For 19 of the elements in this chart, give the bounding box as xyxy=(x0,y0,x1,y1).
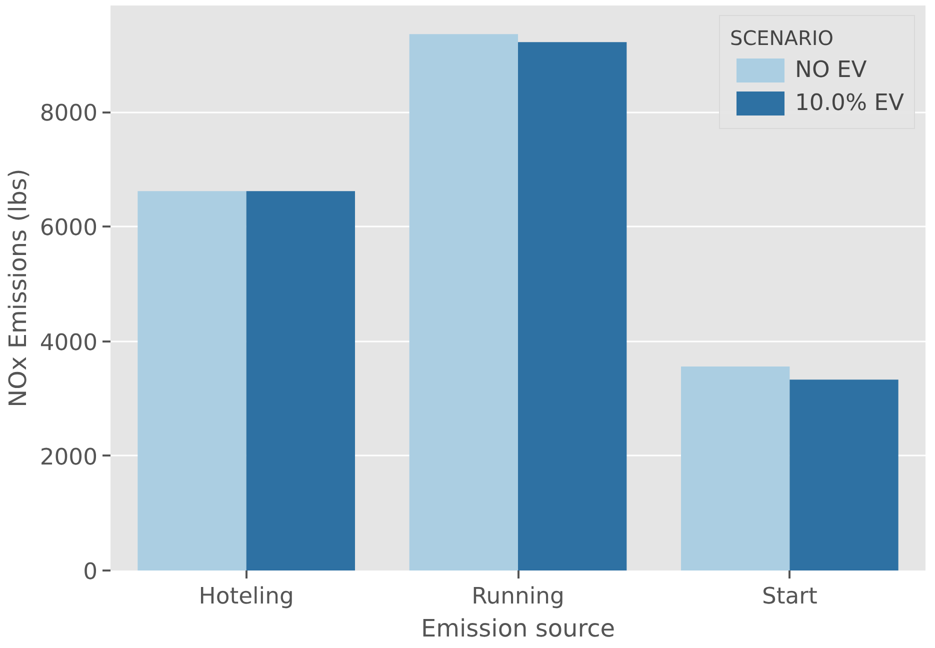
legend-label: 10.0% EV xyxy=(795,89,904,118)
y-tick-label: 6000 xyxy=(40,215,98,242)
x-tick-label: Start xyxy=(762,584,818,610)
bar xyxy=(409,34,518,570)
legend-title: SCENARIO xyxy=(730,26,834,50)
x-tick-label: Running xyxy=(472,584,564,610)
bar xyxy=(790,380,898,570)
x-axis-title: Emission source xyxy=(420,614,616,642)
bar xyxy=(138,191,246,570)
y-axis-title: NOx Emissions (lbs) xyxy=(4,168,32,408)
x-tick-label: Hoteling xyxy=(198,584,294,610)
y-tick-label: 0 xyxy=(83,559,98,585)
bar xyxy=(681,366,790,570)
bar xyxy=(246,191,355,570)
bar xyxy=(518,42,627,570)
y-tick-label: 8000 xyxy=(40,100,98,127)
y-tick-label: 4000 xyxy=(40,330,98,356)
legend-label: NO EV xyxy=(795,56,867,85)
y-tick-label: 2000 xyxy=(40,444,98,470)
